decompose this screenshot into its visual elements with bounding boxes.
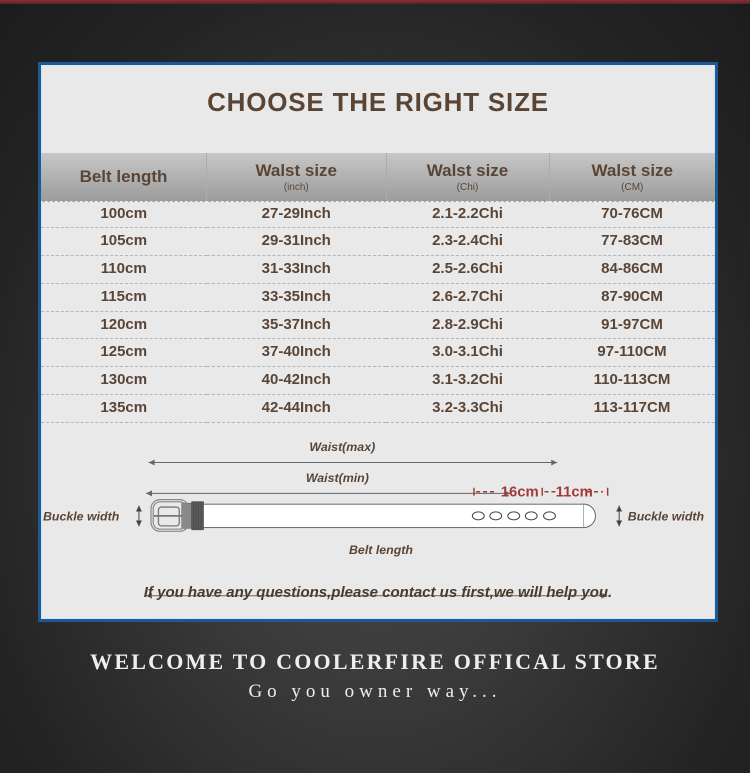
svg-text:Waist(max): Waist(max) [309,440,375,454]
svg-text:Waist(min): Waist(min) [306,471,369,485]
svg-text:Belt length: Belt length [349,543,413,557]
svg-text:11cm: 11cm [556,485,593,501]
svg-text:Buckle width: Buckle width [43,509,120,523]
svg-text:Buckle width: Buckle width [628,509,705,523]
svg-text:16cm: 16cm [501,485,539,501]
